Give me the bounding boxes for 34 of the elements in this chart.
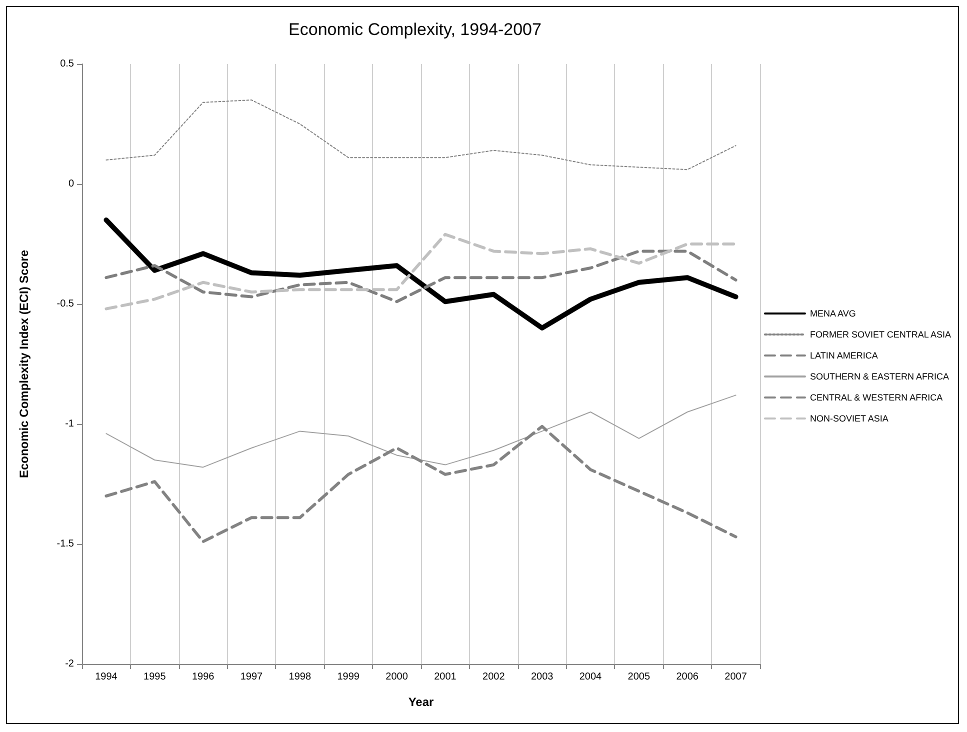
line-series (104, 424, 738, 544)
y-tick-label: -1 (65, 418, 74, 430)
y-tick-label: -1.5 (56, 538, 74, 550)
x-tick-label: 2002 (482, 672, 506, 682)
x-tick-label: 1997 (240, 672, 264, 682)
y-tick-label: -2 (65, 658, 74, 670)
x-tick-label: 2001 (434, 672, 457, 682)
legend-label: LATIN AMERICA (810, 350, 878, 360)
x-axis-title: Year (408, 695, 434, 709)
x-tick-label: 2003 (530, 672, 554, 682)
line-series (104, 232, 738, 310)
legend-label: SOUTHERN & EASTERN AFRICA (810, 372, 950, 382)
y-tick-label: 0 (68, 178, 74, 190)
x-tick-label: 1994 (95, 672, 118, 682)
line-series (106, 394, 736, 468)
legend-label: MENA AVG (810, 308, 856, 318)
x-tick-label: 1999 (337, 672, 360, 682)
x-tick-label: 2000 (386, 672, 408, 682)
y-axis-title: Economic Complexity Index (ECI) Score (17, 250, 31, 478)
chart-title: Economic Complexity, 1994-2007 (288, 20, 542, 39)
x-tick-label: 2007 (724, 672, 748, 682)
y-tick-label: 0.5 (60, 58, 74, 70)
x-tick-label: 1995 (144, 672, 166, 682)
y-tick-label: -0.5 (56, 298, 74, 310)
x-tick-label: 2005 (628, 672, 650, 682)
x-tick-label: 1996 (192, 672, 215, 682)
legend-label: NON-SOVIET ASIA (810, 414, 888, 424)
legend-label: FORMER SOVIET CENTRAL ASIA (810, 330, 952, 340)
x-tick-label: 2004 (579, 672, 602, 682)
line-series (106, 100, 736, 170)
legend-label: CENTRAL & WESTERN AFRICA (810, 392, 943, 402)
line-series (104, 250, 738, 304)
x-tick-label: 2006 (676, 672, 699, 682)
x-tick-label: 1998 (288, 672, 312, 682)
